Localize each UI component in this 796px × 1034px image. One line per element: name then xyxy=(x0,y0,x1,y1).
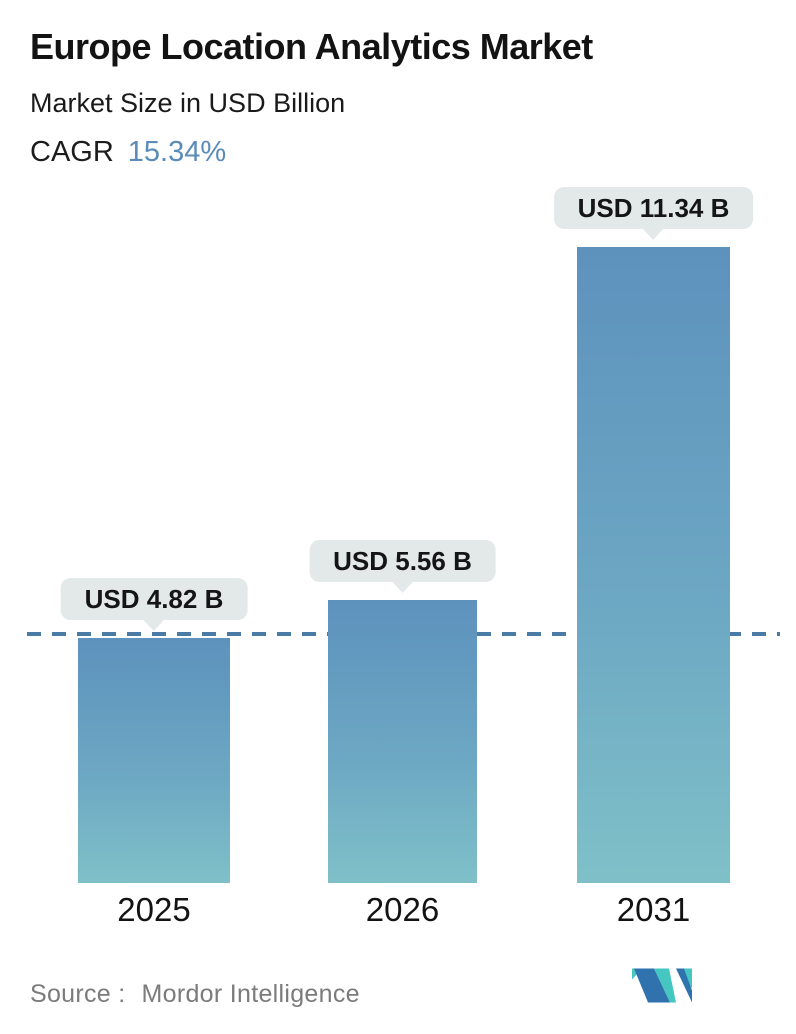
value-label-bubble-2026: USD 5.56 B xyxy=(309,540,496,593)
value-label: USD 5.56 B xyxy=(333,546,472,576)
page-title: Europe Location Analytics Market xyxy=(30,26,593,67)
axis-label-2031: 2031 xyxy=(616,891,691,928)
chart-subtitle: Market Size in USD Billion xyxy=(30,88,346,118)
bar-2031[interactable] xyxy=(577,247,730,883)
bubble-pointer-icon xyxy=(391,581,414,593)
value-label: USD 11.34 B xyxy=(577,193,730,223)
axis-label-2026: 2026 xyxy=(365,891,440,928)
mordor-intelligence-logo xyxy=(632,968,692,1003)
value-label: USD 4.82 B xyxy=(84,584,224,614)
value-label-bubble-2031: USD 11.34 B xyxy=(553,187,754,240)
bar-group-2031: USD 11.34 B 2031 xyxy=(553,0,754,1034)
bubble-pointer-icon xyxy=(142,619,165,631)
bar-group-2025: USD 4.82 B 2025 xyxy=(60,0,248,1034)
source-value: Mordor Intelligence xyxy=(141,980,360,1008)
cagr-row: CAGR 15.34% xyxy=(30,136,226,169)
cagr-label: CAGR xyxy=(30,136,114,168)
source-label: Source : xyxy=(30,980,126,1008)
bar-2026[interactable] xyxy=(328,600,477,883)
axis-label-2025: 2025 xyxy=(117,891,191,928)
bubble-pointer-icon xyxy=(642,228,665,240)
value-label-bubble-2025: USD 4.82 B xyxy=(60,578,248,631)
bar-group-2026: USD 5.56 B 2026 xyxy=(309,0,496,1034)
bar-2025[interactable] xyxy=(78,638,230,883)
source-attribution: Source : Mordor Intelligence xyxy=(30,980,360,1009)
cagr-value: 15.34% xyxy=(127,136,227,168)
